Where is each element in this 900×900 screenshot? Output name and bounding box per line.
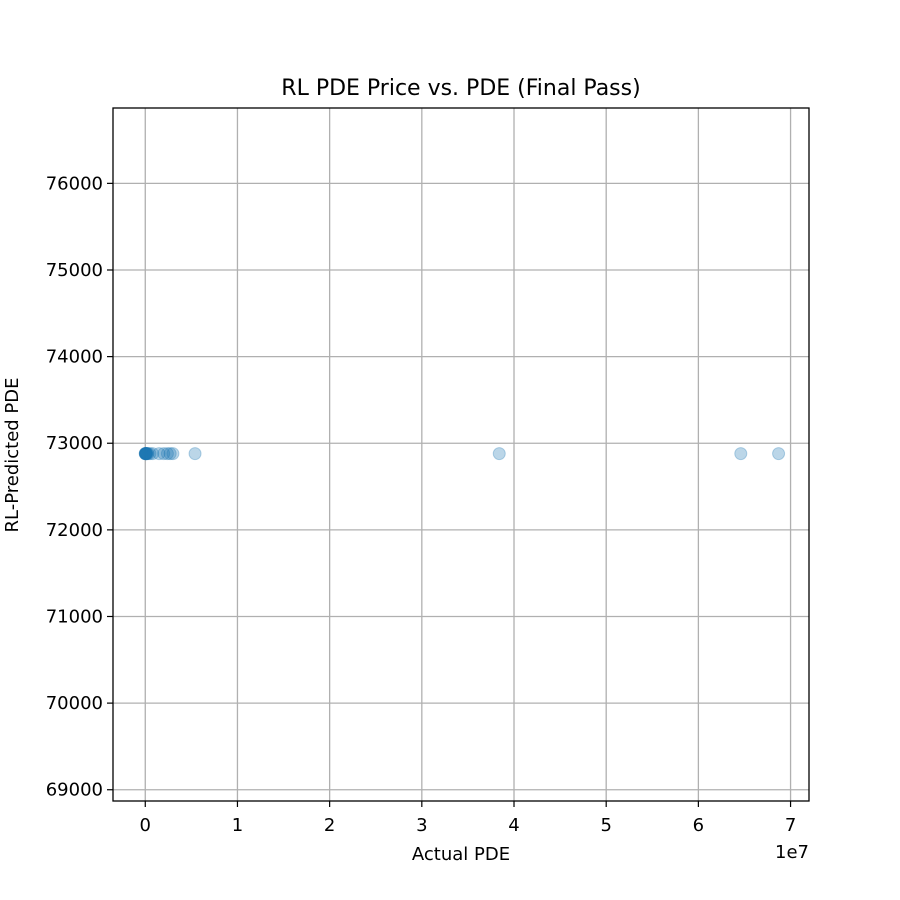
plot-frame [112, 107, 810, 802]
scatter-point [140, 447, 154, 461]
scatter-point [772, 447, 786, 461]
x-tick-label: 7 [785, 815, 796, 836]
scatter-point [138, 447, 152, 461]
x-tick-label: 4 [508, 815, 519, 836]
scatter-point [139, 447, 153, 461]
scatter-point [140, 447, 154, 461]
scatter-point [139, 447, 153, 461]
x-tick-label: 1 [232, 815, 243, 836]
y-tick-label: 72000 [46, 520, 103, 541]
y-tick-label: 71000 [46, 606, 103, 627]
scatter-point [143, 447, 157, 461]
scatter-point [139, 447, 153, 461]
scatter-point [146, 447, 160, 461]
y-tick-label: 75000 [46, 260, 103, 281]
scatter-point [163, 447, 177, 461]
x-tick-label: 3 [416, 815, 427, 836]
x-tick-label: 6 [693, 815, 704, 836]
y-tick-label: 73000 [46, 433, 103, 454]
scatter-point [492, 447, 506, 461]
x-tick-label: 2 [324, 815, 335, 836]
y-tick-label: 70000 [46, 693, 103, 714]
x-tick-label: 0 [140, 815, 151, 836]
scatter-point [160, 447, 174, 461]
data-points [138, 447, 786, 461]
chart-title: RL PDE Price vs. PDE (Final Pass) [281, 76, 640, 101]
scatter-point [141, 447, 155, 461]
grid-lines [113, 108, 809, 801]
y-tick-label: 74000 [46, 347, 103, 368]
y-tick-label: 76000 [46, 173, 103, 194]
scatter-point [139, 447, 153, 461]
y-tick-label: 69000 [46, 780, 103, 801]
x-tick-label: 5 [600, 815, 611, 836]
scatter-point [152, 447, 166, 461]
scatter-point [138, 447, 152, 461]
scatter-point [139, 447, 153, 461]
scatter-point [734, 447, 748, 461]
scatter-point [166, 447, 180, 461]
y-axis-label: RL-Predicted PDE [2, 377, 23, 532]
x-axis-offset-label: 1e7 [775, 842, 809, 863]
scatter-point [188, 447, 202, 461]
scatter-point [157, 447, 171, 461]
scatter-point [138, 447, 152, 461]
axis-ticks: 0 1 2 3 4 5 6 7 69000 70000 71000 72000 73000 74000 75… [46, 173, 797, 836]
x-axis-label: Actual PDE [412, 844, 510, 865]
